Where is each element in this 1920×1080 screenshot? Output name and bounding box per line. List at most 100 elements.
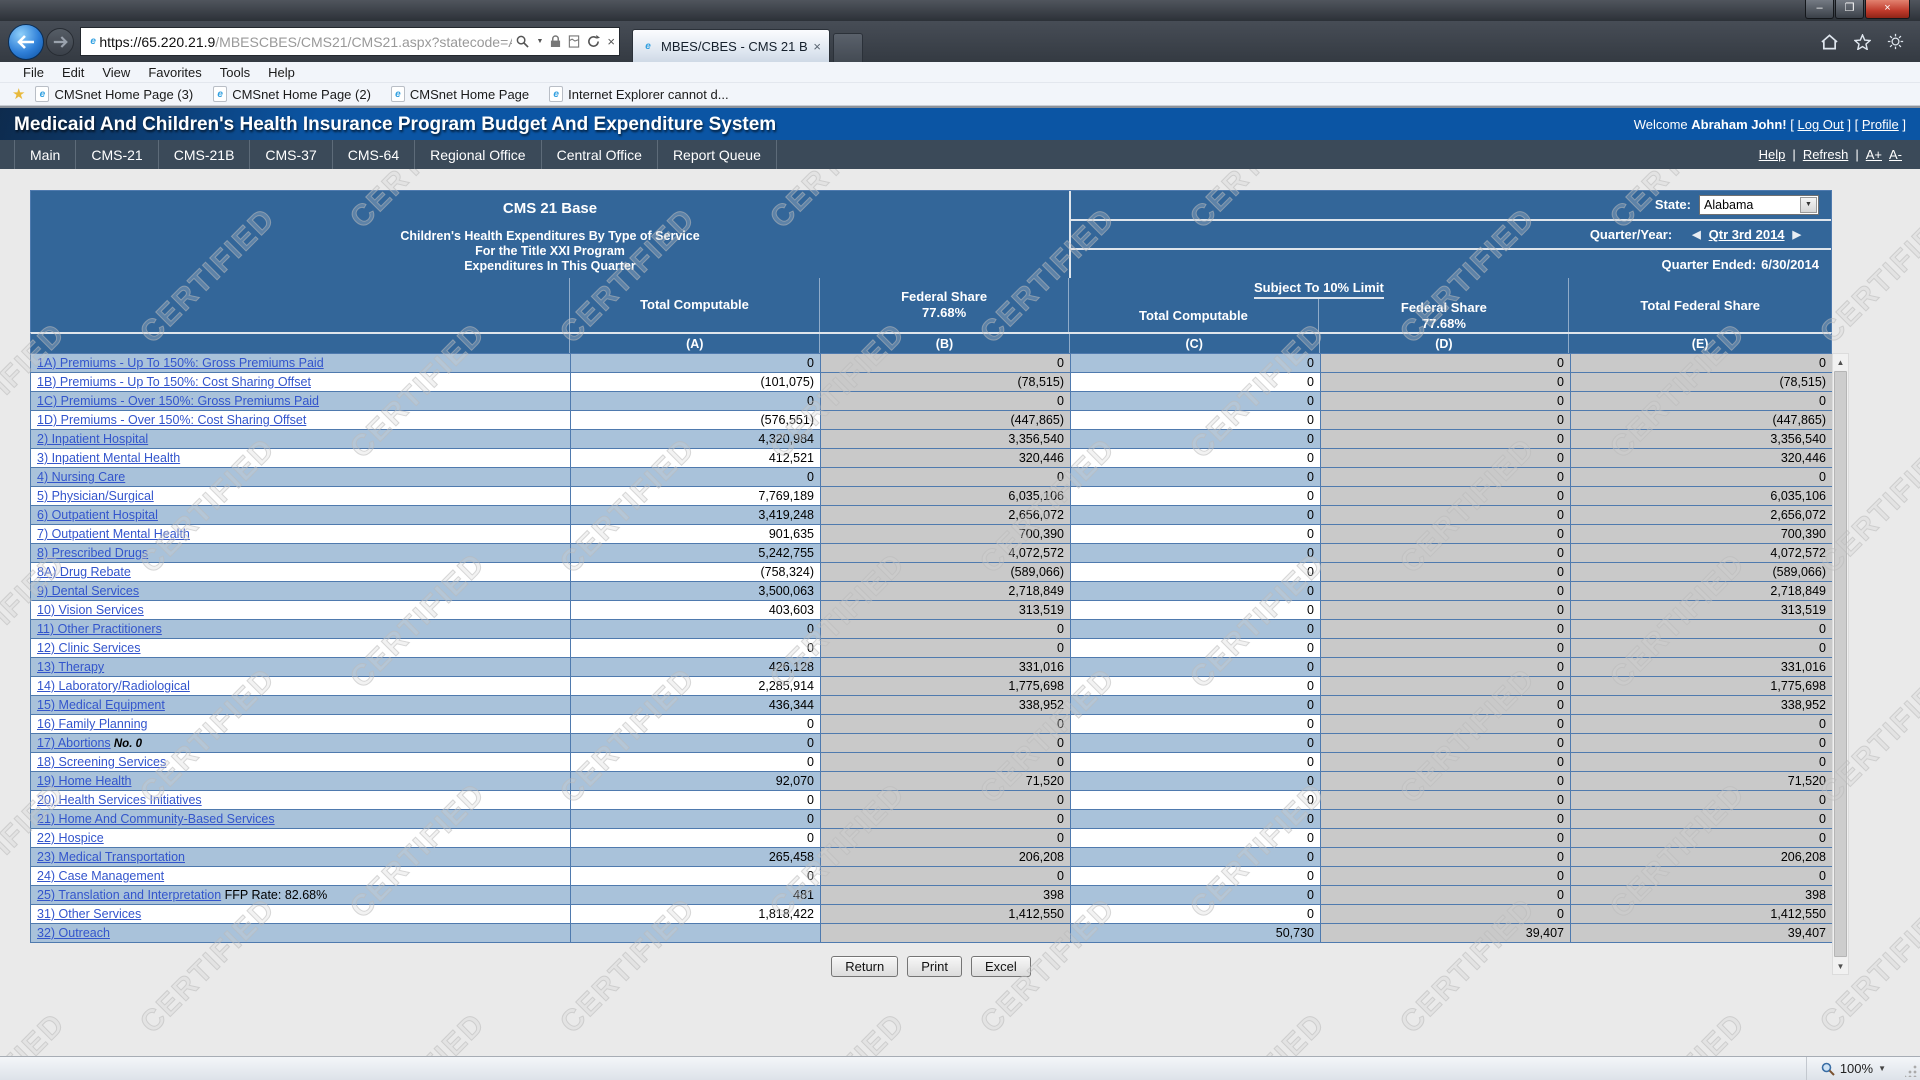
window-titlebar: – ❐ ×	[0, 0, 1920, 21]
service-line-link[interactable]: 16) Family Planning	[37, 717, 148, 731]
nav-tab-cms64[interactable]: CMS-64	[333, 140, 416, 169]
nav-tab-central-office[interactable]: Central Office	[542, 140, 658, 169]
service-line-link[interactable]: 24) Case Management	[37, 869, 165, 883]
nav-tab-regional-office[interactable]: Regional Office	[415, 140, 542, 169]
tab-close-icon[interactable]: ×	[813, 38, 821, 54]
address-bar[interactable]: e https://65.220.21.9/MBESCBES/CMS21/CMS…	[80, 27, 620, 56]
table-row: 7) Outpatient Mental Health 901,635 700,39…	[30, 524, 1833, 544]
service-line-link[interactable]: 25) Translation and Interpretation	[37, 888, 222, 902]
favorites-add-star-icon[interactable]: ★	[12, 86, 26, 103]
logout-link[interactable]: Log Out	[1797, 117, 1844, 132]
menu-file[interactable]: File	[23, 64, 44, 80]
refresh-icon[interactable]	[587, 35, 601, 48]
ie-page-icon: e	[35, 86, 50, 102]
scrollbar-thumb[interactable]	[1834, 371, 1847, 957]
service-line-link[interactable]: 32) Outreach	[37, 926, 110, 940]
service-line-link[interactable]: 2) Inpatient Hospital	[37, 432, 149, 446]
service-line-link[interactable]: 1C) Premiums - Over 150%: Gross Premiums…	[37, 394, 320, 408]
table-scrollbar[interactable]: ▲ ▼	[1832, 353, 1849, 975]
favorite-link[interactable]: e CMSnet Home Page	[390, 86, 529, 102]
service-line-link[interactable]: 8A) Drug Rebate	[37, 565, 131, 579]
value-cell-b: 206,208	[820, 847, 1071, 867]
home-icon[interactable]	[1821, 33, 1838, 50]
search-icon[interactable]	[516, 35, 530, 48]
favorite-link[interactable]: e Internet Explorer cannot d...	[549, 86, 729, 102]
browser-tab[interactable]: e MBES/CBES - CMS 21 Base ×	[632, 29, 830, 62]
menu-edit[interactable]: Edit	[61, 64, 85, 80]
service-line-link[interactable]: 17) Abortions	[37, 736, 111, 750]
service-line-link[interactable]: 6) Outpatient Hospital	[37, 508, 158, 522]
favorite-link[interactable]: e CMSnet Home Page (3)	[35, 86, 193, 102]
menu-favorites[interactable]: Favorites	[148, 64, 202, 80]
value-cell-a: 0	[570, 467, 821, 487]
service-line-link[interactable]: 8) Prescribed Drugs	[37, 546, 149, 560]
new-tab-button[interactable]	[833, 33, 863, 62]
value-cell-b: 0	[820, 752, 1071, 772]
window-close-button[interactable]: ×	[1865, 0, 1910, 19]
column-header-a: Total Computable	[570, 278, 820, 332]
compatibility-view-icon[interactable]	[568, 35, 580, 48]
search-dropdown-icon[interactable]: ▼	[536, 38, 544, 45]
value-cell-c: 0	[1070, 657, 1321, 677]
state-select[interactable]: Alabama ▼	[1699, 194, 1819, 215]
excel-button[interactable]: Excel	[970, 956, 1031, 977]
service-line-link[interactable]: 12) Clinic Services	[37, 641, 141, 655]
nav-tab-report-queue[interactable]: Report Queue	[658, 140, 777, 169]
service-line-link[interactable]: 4) Nursing Care	[37, 470, 126, 484]
menu-tools[interactable]: Tools	[219, 64, 251, 80]
service-line-link[interactable]: 18) Screening Services	[37, 755, 167, 769]
service-line-link[interactable]: 31) Other Services	[37, 907, 142, 921]
service-line-cell: 31) Other Services	[30, 904, 571, 924]
nav-tab-cms37[interactable]: CMS-37	[250, 140, 333, 169]
service-line-link[interactable]: 21) Home And Community-Based Services	[37, 812, 275, 826]
service-line-link[interactable]: 3) Inpatient Mental Health	[37, 451, 181, 465]
service-line-link[interactable]: 20) Health Services Initiatives	[37, 793, 202, 807]
scrollbar-up-icon[interactable]: ▲	[1833, 354, 1848, 370]
service-line-link[interactable]: 1D) Premiums - Over 150%: Cost Sharing O…	[37, 413, 307, 427]
quarter-ended-label: Quarter Ended:	[1661, 256, 1757, 272]
profile-link[interactable]: Profile	[1861, 117, 1899, 132]
nav-tab-main[interactable]: Main	[14, 140, 77, 169]
service-line-link[interactable]: 15) Medical Equipment	[37, 698, 165, 712]
print-button[interactable]: Print	[907, 956, 962, 977]
zoom-dropdown-icon[interactable]: ▼	[1878, 1064, 1886, 1073]
scrollbar-down-icon[interactable]: ▼	[1833, 958, 1848, 974]
menu-help[interactable]: Help	[268, 64, 295, 80]
favorites-star-icon[interactable]	[1854, 33, 1871, 50]
service-line-link[interactable]: 1A) Premiums - Up To 150%: Gross Premium…	[37, 356, 324, 370]
forward-button[interactable]	[46, 27, 74, 56]
quarter-link[interactable]: Qtr 3rd 2014	[1708, 227, 1785, 242]
value-cell-b: 0	[820, 809, 1071, 829]
help-link[interactable]: Help	[1758, 147, 1786, 162]
service-line-link[interactable]: 9) Dental Services	[37, 584, 140, 598]
window-maximize-button[interactable]: ❐	[1835, 0, 1864, 19]
service-line-link[interactable]: 23) Medical Transportation	[37, 850, 185, 864]
zoom-control[interactable]: 100% ▼	[1805, 1057, 1920, 1080]
select-dropdown-icon[interactable]: ▼	[1800, 196, 1817, 213]
service-line-link[interactable]: 13) Therapy	[37, 660, 105, 674]
font-decrease-link[interactable]: A-	[1889, 147, 1902, 162]
nav-tab-cms21b[interactable]: CMS-21B	[159, 140, 251, 169]
font-increase-link[interactable]: A+	[1865, 147, 1882, 162]
return-button[interactable]: Return	[831, 956, 899, 977]
stop-icon[interactable]: ×	[607, 34, 615, 49]
service-line-link[interactable]: 1B) Premiums - Up To 150%: Cost Sharing …	[37, 375, 311, 389]
value-cell-d: 0	[1320, 790, 1571, 810]
service-line-link[interactable]: 7) Outpatient Mental Health	[37, 527, 190, 541]
service-line-link[interactable]: 11) Other Practitioners	[37, 622, 162, 636]
quarter-next-icon[interactable]: ▶	[1792, 229, 1801, 241]
service-line-link[interactable]: 10) Vision Services	[37, 603, 144, 617]
nav-tab-cms21[interactable]: CMS-21	[76, 140, 159, 169]
service-line-link[interactable]: 19) Home Health	[37, 774, 132, 788]
service-line-link[interactable]: 22) Hospice	[37, 831, 104, 845]
favorite-link[interactable]: e CMSnet Home Page (2)	[213, 86, 371, 102]
menu-view[interactable]: View	[102, 64, 131, 80]
refresh-link[interactable]: Refresh	[1802, 147, 1849, 162]
window-minimize-button[interactable]: –	[1805, 0, 1834, 19]
back-button[interactable]	[8, 23, 44, 60]
service-line-link[interactable]: 5) Physician/Surgical	[37, 489, 154, 503]
quarter-prev-icon[interactable]: ◀	[1692, 229, 1701, 241]
service-line-link[interactable]: 14) Laboratory/Radiological	[37, 679, 190, 693]
tools-gear-icon[interactable]	[1887, 33, 1904, 50]
action-buttons: Return Print Excel	[30, 956, 1832, 977]
